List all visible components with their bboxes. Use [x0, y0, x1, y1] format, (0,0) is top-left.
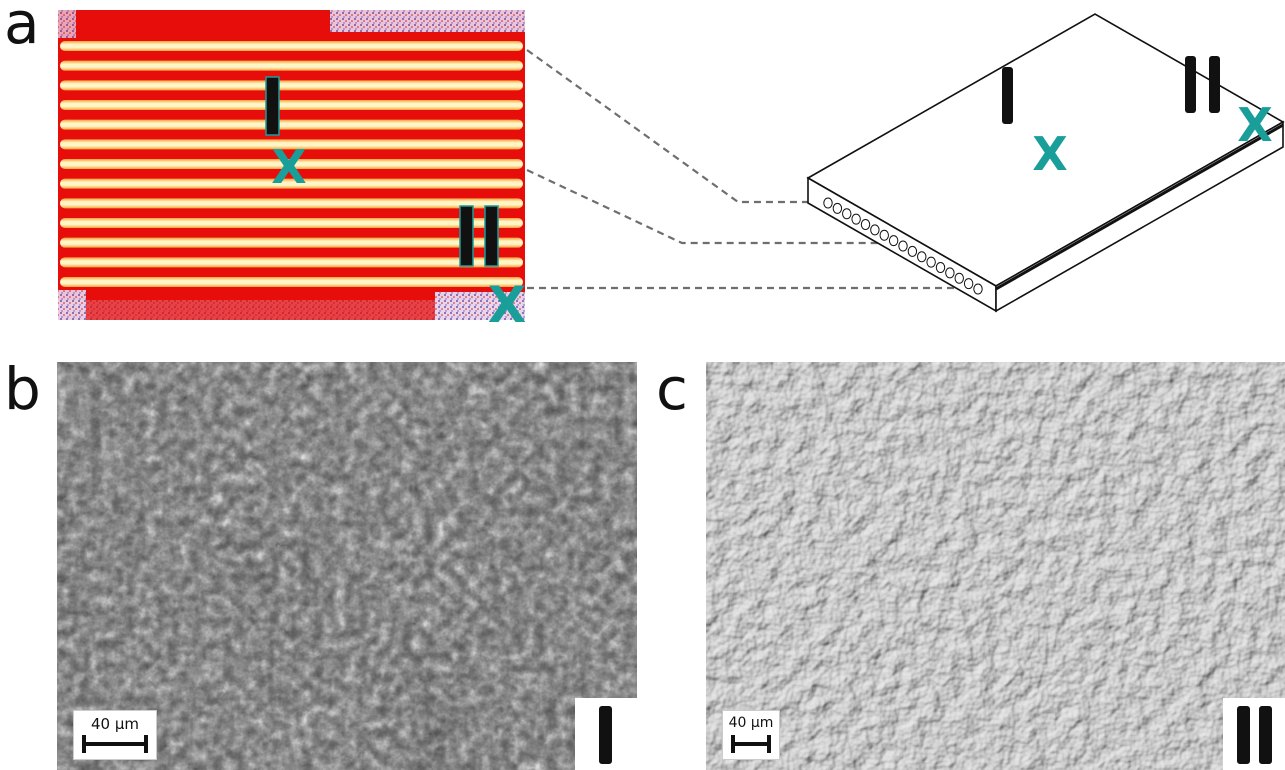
scalebar-bar-b	[82, 742, 146, 746]
heatmap-stripe	[60, 277, 523, 287]
heatmap-noise-bottom	[58, 300, 525, 320]
heatmap-stripe	[60, 178, 523, 189]
location-label-c	[1223, 698, 1285, 770]
heatmap-stripe	[60, 257, 523, 268]
slab-channel	[851, 213, 861, 225]
marker-cross-1: X	[271, 140, 306, 194]
heatmap-stripe	[60, 119, 523, 130]
slab-channel	[926, 256, 936, 268]
heatmap-stripe	[60, 139, 523, 150]
slab-cross-1: X	[1032, 127, 1067, 181]
marker-II-bar-right	[484, 205, 499, 267]
slab-schematic: X X	[806, 13, 1285, 313]
scalebar-cap-right-c	[767, 735, 771, 753]
heatmap-noise-top	[330, 10, 525, 32]
slab-cross-2: X	[1237, 98, 1272, 152]
scalebar-bar-c	[731, 742, 771, 746]
heatmap-stripe	[60, 237, 523, 248]
slab-channel	[823, 197, 833, 209]
panel-letter-b: b	[4, 355, 41, 423]
connector-lines	[526, 49, 978, 290]
slab-channel	[973, 283, 983, 295]
connector-top	[526, 49, 810, 204]
heatmap-stripe	[60, 159, 523, 169]
heatmap-noise-topleft	[58, 10, 76, 38]
roman-I-stroke	[599, 706, 612, 764]
scalebar-cap-right-b	[144, 735, 148, 753]
slab-edge	[995, 123, 1284, 291]
heatmap-markers: X X	[265, 76, 527, 334]
sem-image-c: 40 µm	[706, 362, 1285, 770]
scalebar-b: 40 µm	[73, 710, 157, 760]
panel-a: X X X X	[58, 10, 1285, 334]
slab-channel	[888, 235, 899, 247]
location-label-b	[575, 698, 637, 770]
roman-II-stroke-right	[1259, 706, 1272, 764]
slab-channel	[879, 229, 889, 241]
heatmap-stripe	[60, 198, 523, 209]
marker-II-bar-left	[459, 205, 474, 267]
slab-channel	[870, 224, 880, 236]
connector-middle	[526, 169, 890, 245]
sem-texture-b	[57, 362, 637, 770]
sem-image-b: 40 µm	[57, 362, 637, 770]
slab-side-face	[995, 120, 1284, 313]
slab-channel	[907, 245, 918, 257]
slab-marker-II-left	[1185, 56, 1196, 113]
sem-texture-c	[706, 362, 1285, 770]
marker-cross-2: X	[488, 276, 527, 334]
marker-I-bar	[265, 76, 280, 136]
panel-letter-c: c	[656, 355, 688, 423]
heatmap	[58, 10, 525, 320]
heatmap-stripe	[60, 60, 523, 71]
slab-channel	[917, 251, 927, 263]
slab-channel	[842, 208, 852, 220]
slab-channels	[823, 197, 983, 295]
slab-channel	[860, 219, 871, 230]
slab-channel	[963, 278, 974, 290]
heatmap-stripe	[60, 41, 523, 51]
roman-II-stroke-left	[1237, 706, 1250, 764]
slab-marker-I	[1002, 67, 1013, 124]
slab-channel	[898, 240, 908, 252]
slab-channel	[945, 267, 955, 279]
slab-marker-II-right	[1209, 56, 1220, 113]
heatmap-stripe	[60, 100, 523, 110]
slab-channel	[954, 272, 964, 284]
scalebar-label-b: 40 µm	[90, 715, 139, 733]
scalebar-label-c: 40 µm	[728, 715, 774, 731]
panel-letter-a: a	[4, 0, 40, 57]
heatmap-stripe	[60, 80, 523, 91]
heatmap-stripes	[60, 41, 523, 287]
slab-channel	[832, 202, 843, 214]
slab-channel	[935, 262, 946, 273]
heatmap-stripe	[60, 218, 523, 228]
scalebar-c: 40 µm	[722, 710, 780, 760]
